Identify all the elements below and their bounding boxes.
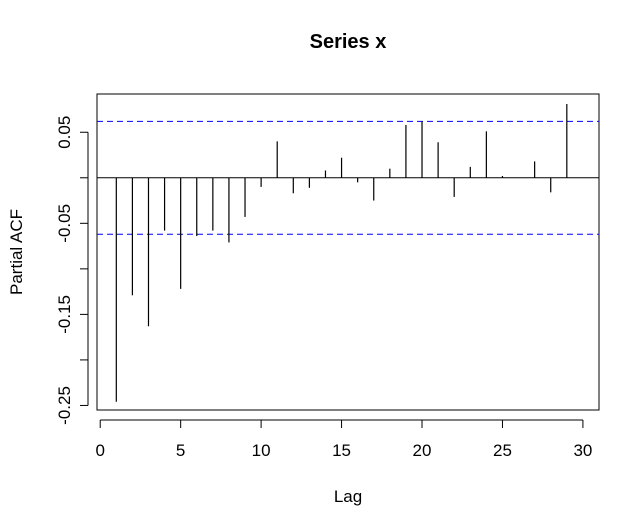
x-tick-label: 25	[493, 441, 512, 460]
x-tick-label: 20	[413, 441, 432, 460]
chart-title: Series x	[310, 31, 387, 53]
x-axis-label: Lag	[334, 487, 362, 506]
y-tick-label: -0.25	[55, 386, 74, 425]
x-tick-label: 5	[176, 441, 185, 460]
x-tick-label: 15	[332, 441, 351, 460]
y-axis-label: Partial ACF	[7, 209, 26, 295]
y-axis: -0.25 -0.15 -0.05 0.05	[55, 116, 89, 425]
confidence-bounds	[97, 120, 599, 235]
y-tick-label: 0.05	[55, 116, 74, 149]
y-tick-label: -0.05	[55, 204, 74, 243]
plot-frame	[96, 93, 600, 411]
y-tick-label: -0.15	[55, 295, 74, 334]
pacf-bars	[115, 104, 568, 402]
x-tick-label: 10	[252, 441, 271, 460]
x-tick-label: 0	[95, 441, 104, 460]
x-axis: 0 5 10 15 20 25 30	[95, 419, 592, 460]
x-tick-label: 30	[573, 441, 592, 460]
